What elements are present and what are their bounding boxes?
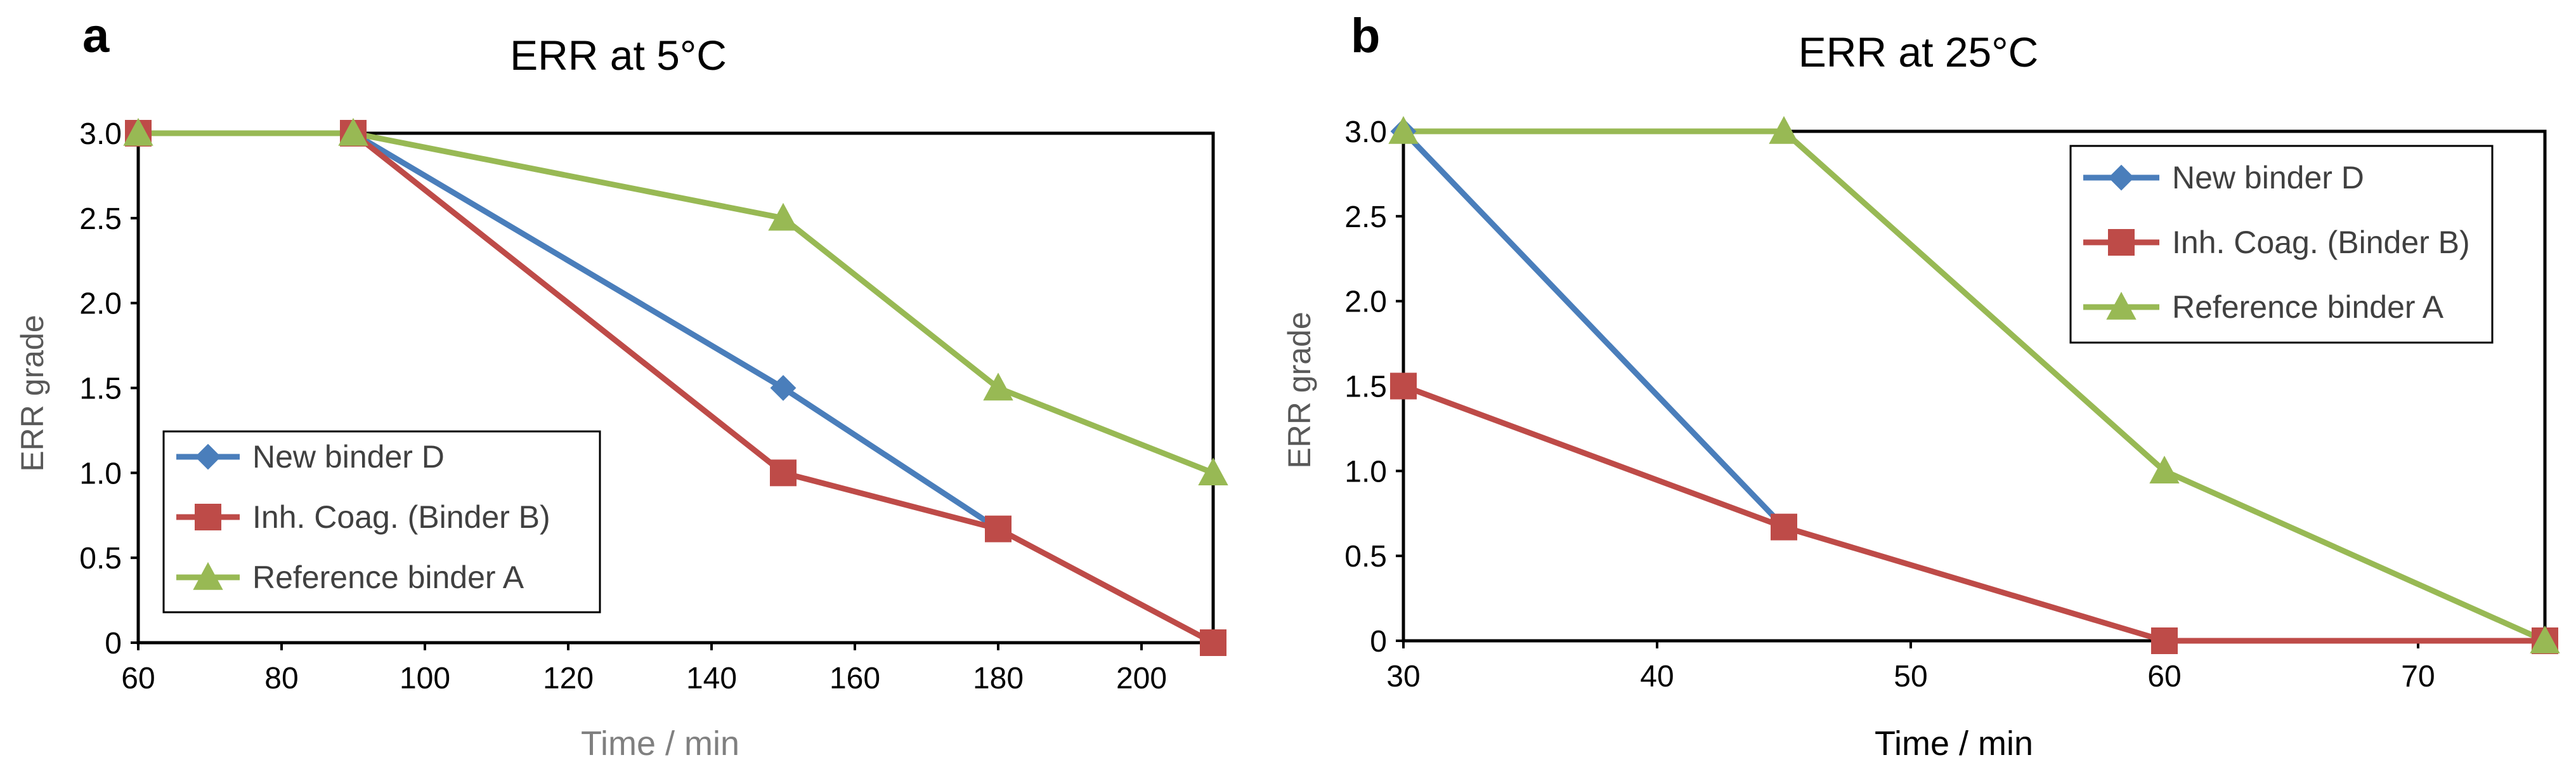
panel-b-y-tick-label: 0	[1370, 625, 1387, 659]
panel-b-data-point	[1769, 115, 1799, 144]
panel-b-data-point	[1771, 513, 1797, 541]
panel-a-legend-label: New binder D	[252, 439, 445, 475]
panel-b-legend-label: Inh. Coag. (Binder B)	[2172, 225, 2470, 260]
panel-a-y-tick-label: 1.0	[79, 457, 122, 490]
panel-a-legend-marker	[193, 561, 223, 590]
panel-b-series-line-2	[1400, 383, 2548, 644]
panel-a-data-point	[123, 117, 153, 146]
panel-a-data-point	[983, 372, 1013, 401]
panel-b-data-point	[2149, 456, 2180, 484]
panel-b-x-tick-label: 40	[1640, 660, 1674, 693]
panel-a-data-point	[338, 117, 368, 146]
panel-a-data-point	[768, 202, 798, 231]
panel-b-title: ERR at 25°C	[1799, 29, 2039, 75]
panel-a-legend: New binder D Inh. Coag. (Binder B) Referen…	[162, 430, 601, 614]
panel-a-y-tick-label: 3.0	[79, 117, 122, 151]
panel-a-y-axis-label: ERR grade	[15, 315, 50, 471]
panel-b-data-point	[2530, 625, 2560, 653]
panel-a-y-tick-label: 0.5	[79, 542, 122, 575]
panel-b-y-axis-label: ERR grade	[1282, 312, 1317, 468]
panel-a-y-tick-label: 2.0	[79, 287, 122, 321]
panel-b-legend-label: Reference binder A	[2172, 289, 2444, 325]
panel-a-y-tick-label: 2.5	[79, 202, 122, 236]
panel-b-y-tick-label: 3.0	[1344, 115, 1387, 149]
panel-b-legend-label: New binder D	[2172, 160, 2364, 195]
panel-a-x-axis-label: Time / min	[581, 725, 739, 763]
panel-b-y-tick-label: 0.5	[1344, 540, 1387, 574]
panel-a-legend-box	[162, 430, 601, 614]
panel-a-letter: a	[82, 9, 110, 63]
panel-b-data-point	[2151, 627, 2178, 654]
panel-a-x-tick-label: 100	[400, 662, 450, 695]
panel-a-x-tick-label: 140	[686, 662, 737, 695]
panel-a-legend-label: Reference binder A	[252, 560, 524, 595]
panel-a: a ERR at 5°C ERR grade Time / min 0 0.5 1.…	[15, 9, 1228, 763]
panel-a-title: ERR at 5°C	[510, 32, 727, 79]
panel-b-x-tick-label: 60	[2147, 660, 2181, 693]
panel-b: b ERR at 25°C ERR grade Time / min 0 0.5 1…	[1282, 9, 2560, 763]
panel-a-x-tick-label: 60	[121, 662, 155, 695]
panel-b-legend-marker	[2108, 229, 2135, 256]
panel-b-y-tick-label: 2.0	[1344, 285, 1387, 319]
panel-b-legend-marker	[2108, 164, 2135, 191]
panel-a-data-point	[1198, 457, 1228, 486]
panel-a-y-tick-label: 0	[105, 627, 122, 660]
panel-b-legend-marker	[2106, 291, 2137, 320]
panel-a-data-point	[1200, 629, 1226, 656]
panel-a-series-line-3	[135, 130, 1216, 476]
panel-b-y-tick-label: 2.5	[1344, 200, 1387, 234]
panel-b-ticks: 0 0.5 1.0 1.5 2.0 2.5 3.0 30 40 50 60 70	[1344, 115, 2435, 693]
panel-a-x-tick-label: 120	[543, 662, 594, 695]
panel-a-x-tick-label: 180	[973, 662, 1024, 695]
panel-a-data-point	[770, 375, 797, 401]
panel-b-x-tick-label: 30	[1386, 660, 1420, 693]
panel-b-series	[1388, 115, 2560, 654]
panel-a-x-tick-label: 80	[264, 662, 298, 695]
panel-a-y-tick-label: 1.5	[79, 372, 122, 406]
panel-b-x-tick-label: 50	[1894, 660, 1927, 693]
panel-a-x-tick-label: 200	[1116, 662, 1167, 695]
panel-b-series-line-1	[1400, 128, 1787, 530]
panel-b-series-line-3	[1400, 128, 2548, 644]
panel-b-data-point	[1390, 372, 1417, 400]
panel-b-y-tick-label: 1.0	[1344, 455, 1387, 489]
panel-a-data-point	[985, 515, 1012, 542]
panel-b-x-tick-label: 70	[2401, 660, 2435, 693]
panel-a-legend-marker	[195, 504, 221, 530]
panel-b-legend: New binder D Inh. Coag. (Binder B) Referen…	[2069, 145, 2494, 344]
panel-a-ticks: 0 0.5 1.0 1.5 2.0 2.5 3.0 60 80 100 120 140 160 180 20…	[79, 117, 1167, 695]
panel-a-series	[123, 117, 1228, 656]
panel-b-y-tick-label: 1.5	[1344, 371, 1387, 404]
panel-b-x-axis-label: Time / min	[1875, 725, 2033, 763]
panel-a-legend-label: Inh. Coag. (Binder B)	[252, 499, 550, 535]
panel-a-data-point	[770, 459, 797, 487]
panel-b-letter: b	[1351, 9, 1380, 63]
panel-a-x-tick-label: 160	[829, 662, 880, 695]
panel-a-legend-marker	[195, 443, 221, 470]
panel-b-data-point	[1388, 115, 1419, 144]
